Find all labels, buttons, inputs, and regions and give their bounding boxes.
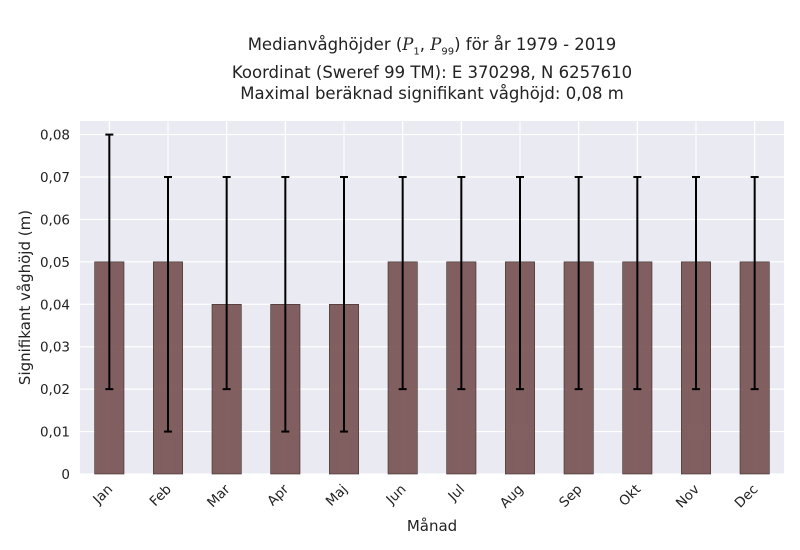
x-tick-labels: Jan Feb Mar Apr Maj Jun Jul Aug Sep Okt Nov Dec — [89, 481, 761, 511]
chart-title: Medianvåghöjder (P1, P99) för år 1979 - … — [80, 34, 784, 104]
chart-title-line-1: Medianvåghöjder (P1, P99) för år 1979 - … — [247, 35, 617, 58]
x-tick-label: Jun — [383, 482, 410, 509]
chart-title-line-2: Koordinat (Sweref 99 TM): E 370298, N 62… — [231, 63, 633, 83]
y-tick-label: 0 — [61, 467, 70, 483]
y-tick-label: 0,08 — [40, 128, 70, 144]
x-axis-label: Månad — [407, 517, 457, 535]
x-tick-label: Nov — [673, 482, 703, 512]
x-tick-label: Maj — [323, 482, 351, 510]
x-tick-label: Feb — [147, 482, 175, 510]
y-tick-label: 0,02 — [40, 382, 70, 398]
y-axis-label: Signifikant våghöjd (m) — [16, 210, 34, 385]
x-tick-label: Apr — [264, 481, 292, 509]
y-tick-label: 0,07 — [40, 170, 70, 186]
x-tick-label: Jan — [89, 482, 116, 509]
y-tick-label: 0,04 — [40, 297, 70, 313]
error-bars — [105, 133, 759, 433]
y-tick-label: 0,06 — [40, 212, 70, 228]
x-tick-label: Sep — [556, 482, 585, 511]
x-tick-label: Mar — [204, 481, 234, 511]
x-tick-label: Aug — [497, 482, 527, 512]
x-tick-label: Dec — [732, 482, 762, 512]
plot-background — [80, 121, 784, 474]
y-tick-label: 0,03 — [40, 340, 70, 356]
y-tick-label: 0,05 — [40, 255, 70, 271]
chart-title-line-3: Maximal beräknad signifikant våghöjd: 0,… — [240, 84, 624, 104]
y-tick-labels: 0 0,01 0,02 0,03 0,04 0,05 0,06 0,07 0,08 — [40, 128, 70, 483]
x-tick-label: Jul — [445, 482, 469, 506]
y-tick-label: 0,01 — [40, 425, 70, 441]
x-tick-label: Okt — [616, 482, 644, 510]
